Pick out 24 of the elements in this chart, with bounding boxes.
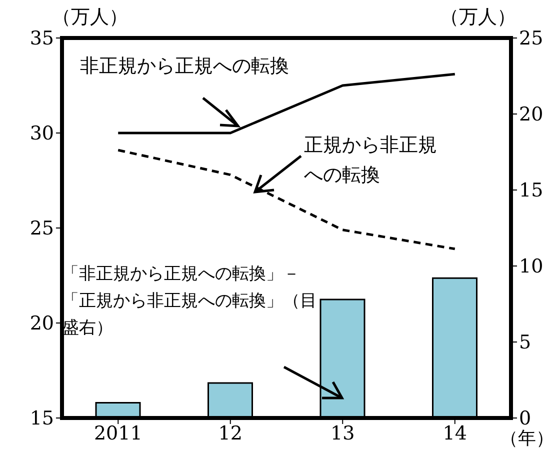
x-axis-title: （年）: [500, 427, 553, 450]
y-tick-label: 15: [30, 408, 54, 430]
y-axis-title: （万人）: [52, 5, 128, 30]
y2-tick-label: 20: [519, 104, 544, 126]
series-label: 「非正規から正規への転換」－「正規から非正規への転換」（目盛右）: [62, 263, 318, 340]
y-tick-label: 35: [30, 28, 54, 50]
y2-tick-label: 15: [519, 180, 544, 202]
y2-tick-label: 0: [519, 408, 532, 430]
y-tick-label: 30: [30, 122, 54, 145]
bar: [208, 382, 253, 418]
y2-tick-label: 10: [519, 256, 544, 278]
x-tick-label: 13: [330, 422, 355, 444]
y-tick-label: 25: [30, 218, 54, 240]
x-tick-label: 12: [218, 422, 242, 444]
series-label: 正規から非正規への転換: [304, 133, 438, 188]
series-label: 非正規から正規への転換: [80, 54, 290, 79]
y2-tick-label: 25: [519, 28, 544, 50]
y-tick-label: 20: [30, 312, 54, 335]
bar: [432, 277, 478, 418]
bar: [320, 298, 366, 418]
y2-axis-title: （万人）: [440, 5, 516, 30]
y2-tick-label: 5: [519, 332, 532, 354]
x-tick-label: 2011: [94, 422, 142, 444]
x-tick-label: 14: [442, 422, 467, 444]
